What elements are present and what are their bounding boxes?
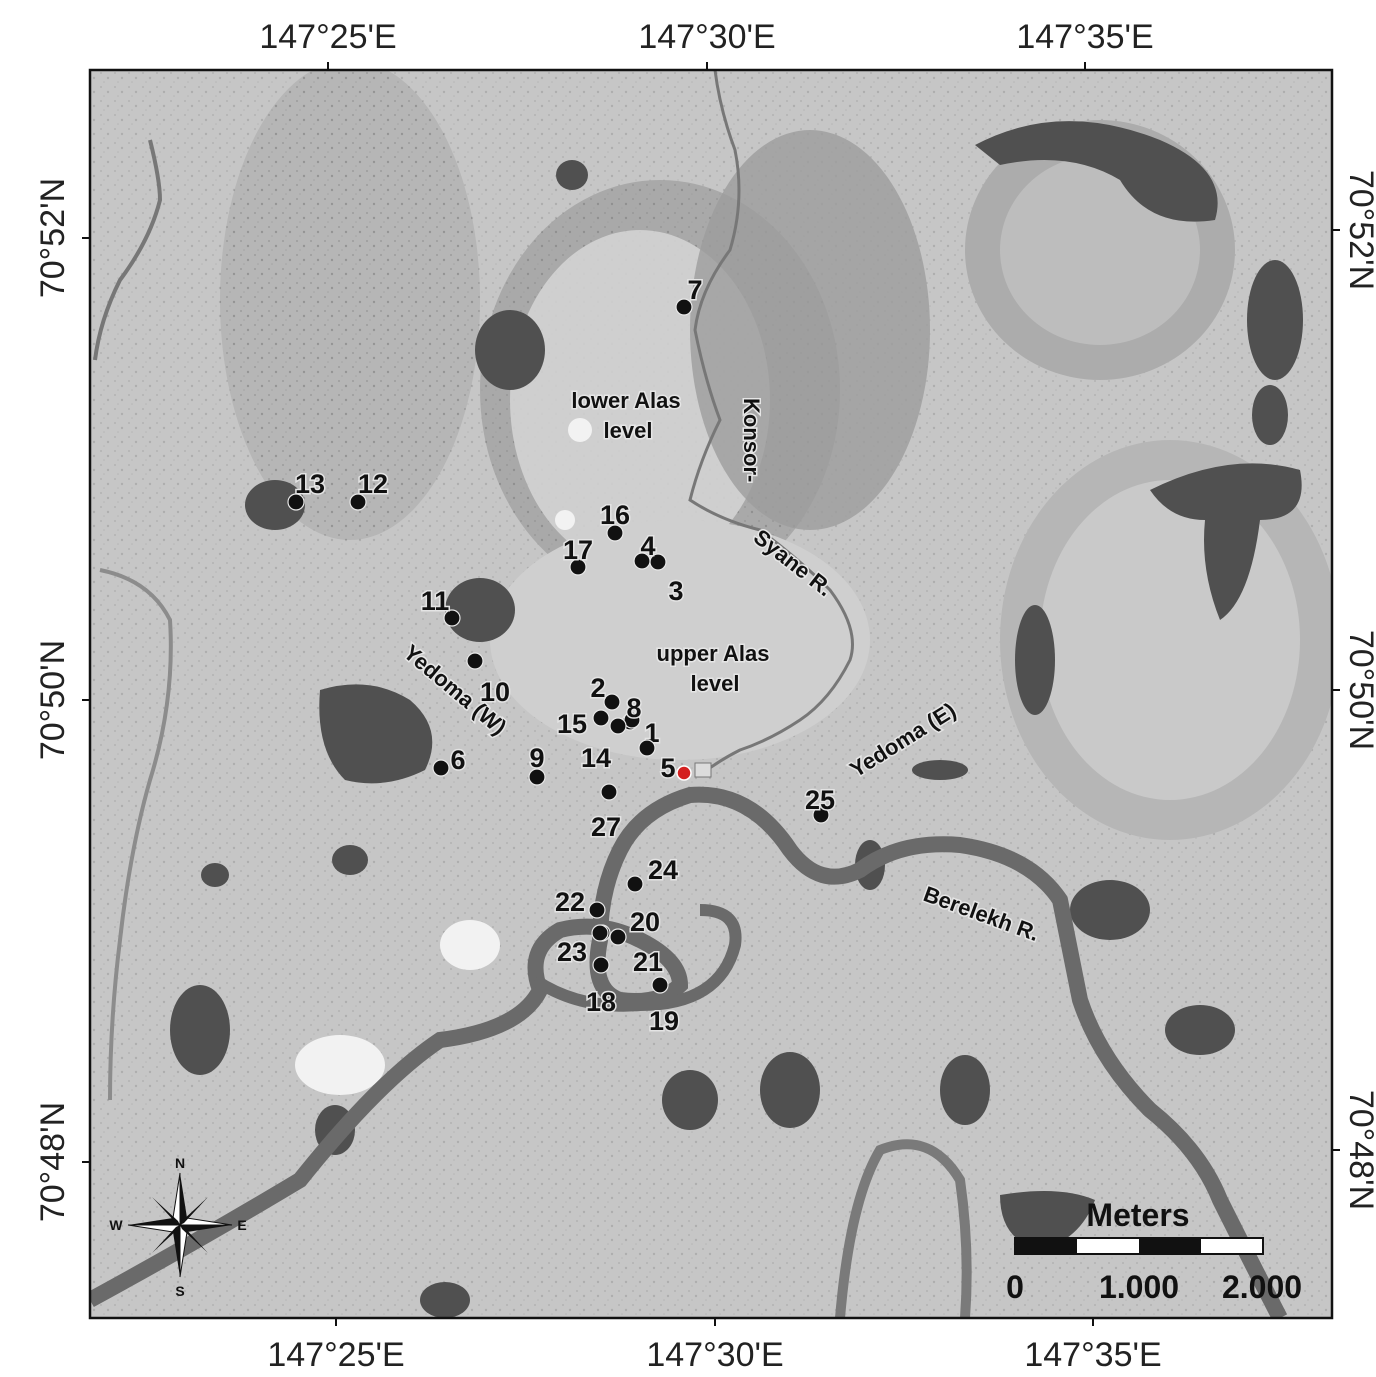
lower-alas-label: lower Alas (571, 388, 680, 413)
left-latitude-label: 70°50'N (34, 640, 72, 760)
right-latitude-label: 70°48'N (1342, 1090, 1376, 1210)
site-label-12: 12 (358, 469, 388, 499)
compass-s: S (175, 1283, 184, 1299)
compass-w: W (109, 1217, 123, 1233)
site-label-4: 4 (640, 531, 655, 561)
site-label-8: 8 (626, 693, 641, 723)
left-latitude-label: 70°48'N (34, 1102, 72, 1222)
site-label-20: 20 (630, 907, 660, 937)
lakes (170, 121, 1303, 1318)
top-longitude-label: 147°25'E (259, 18, 396, 56)
site-label-11: 11 (421, 586, 450, 616)
site-label-21: 21 (633, 947, 663, 977)
site-marker-12 (349, 493, 367, 511)
compass-n: N (175, 1155, 185, 1171)
site-label-17: 17 (563, 535, 593, 565)
site-marker-7 (675, 298, 693, 316)
site-marker-18 (592, 956, 610, 974)
site-marker-9 (528, 768, 546, 786)
site-marker-27 (600, 783, 618, 801)
site-label-19: 19 (649, 1006, 679, 1036)
site-label-16: 16 (600, 500, 630, 530)
site-label-23: 23 (557, 937, 587, 967)
right-latitude-label: 70°50'N (1342, 630, 1376, 750)
site-label-14: 14 (581, 743, 611, 773)
site-label-2: 2 (590, 673, 605, 703)
site-label-10: 10 (480, 677, 510, 707)
site-label-6: 6 (450, 745, 465, 775)
site-marker-14 (609, 717, 627, 735)
map-frame (88, 68, 1334, 1320)
site-label-24: 24 (648, 855, 678, 885)
sampling-sites: 1234567891011121314151617181920212223242… (287, 274, 837, 1038)
highlight-site-marker (676, 765, 692, 781)
site-label-7: 7 (687, 275, 702, 305)
compass-e: E (237, 1217, 246, 1233)
scale-bar: Meters 0 1.000 2.000 (1006, 1197, 1302, 1305)
site-marker-5 (638, 739, 656, 757)
site-label-15: 15 (557, 709, 587, 739)
site-label-18: 18 (586, 987, 616, 1017)
site-marker-4 (633, 552, 651, 570)
top-longitude-label: 147°30'E (638, 18, 775, 56)
site-marker-2 (603, 693, 621, 711)
site-marker-17 (569, 558, 587, 576)
site-label-27: 27 (591, 812, 621, 842)
bottom-longitude-label: 147°25'E (267, 1336, 404, 1374)
scale-bar-title: Meters (1086, 1197, 1189, 1233)
site-marker-13 (287, 493, 305, 511)
site-marker-22 (588, 901, 606, 919)
site-label-22: 22 (555, 887, 585, 917)
north-arrow: N S E W (109, 1155, 246, 1299)
site-label-3: 3 (668, 576, 683, 606)
site-label-25: 25 (805, 785, 835, 815)
konsor-river-label: Konsor- (739, 398, 764, 482)
scale-tick-label: 2.000 (1222, 1269, 1302, 1305)
upper-alas-label: upper Alas (657, 641, 770, 666)
upper-alas-area (490, 520, 870, 760)
satellite-image (90, 70, 1332, 1318)
lower-alas-label: level (604, 418, 653, 443)
right-latitude-label: 70°52'N (1342, 170, 1376, 290)
cloud-patches (295, 418, 592, 1095)
site-marker-6 (432, 759, 450, 777)
scale-tick-label: 0 (1006, 1269, 1024, 1305)
berelekh-river (90, 786, 1288, 1318)
bottom-longitude-label: 147°30'E (646, 1336, 783, 1374)
bottom-longitude-label: 147°35'E (1024, 1336, 1161, 1374)
top-longitude-label: 147°35'E (1016, 18, 1153, 56)
site-marker-19 (651, 976, 669, 994)
scale-tick-label: 1.000 (1099, 1269, 1179, 1305)
left-latitude-label: 70°52'N (34, 178, 72, 298)
site-marker-16 (606, 524, 624, 542)
konsor-syane-river (688, 70, 854, 777)
site-marker-15 (592, 709, 610, 727)
upper-alas-label: level (691, 671, 740, 696)
site-label-9: 9 (529, 743, 544, 773)
site-marker-11 (443, 609, 461, 627)
site-label-13: 13 (295, 469, 325, 499)
site-marker-10 (466, 652, 484, 670)
site-marker-25 (812, 806, 830, 824)
site-marker-23 (591, 924, 609, 942)
site-label-5: 5 (660, 753, 675, 783)
site-marker-20 (609, 928, 627, 946)
site-marker-24 (626, 875, 644, 893)
graticule-ticks (82, 62, 1340, 1326)
